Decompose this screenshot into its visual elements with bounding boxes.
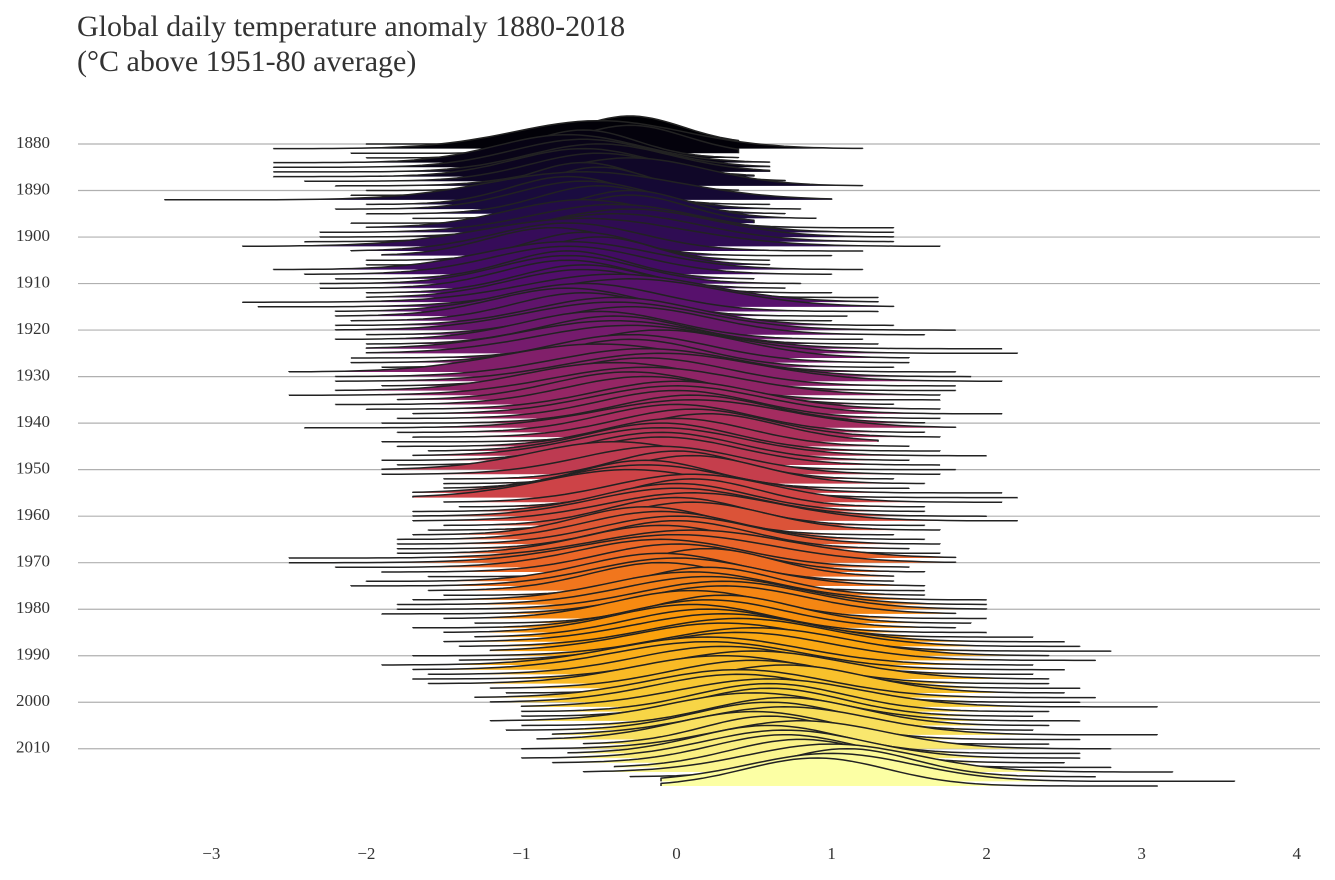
y-tick-label: 1970 (16, 552, 50, 571)
chart-subtitle: (°C above 1951-80 average) (77, 45, 416, 78)
y-tick-label: 1990 (16, 645, 50, 664)
y-tick-label: 1900 (16, 226, 50, 245)
x-tick-label: −2 (357, 844, 375, 863)
y-tick-label: 1940 (16, 412, 50, 431)
x-tick-label: 0 (672, 844, 681, 863)
y-tick-label: 1920 (16, 319, 50, 338)
y-tick-label: 1960 (16, 505, 50, 524)
x-tick-label: 3 (1137, 844, 1146, 863)
y-tick-label: 1910 (16, 272, 50, 291)
y-tick-label: 2010 (16, 738, 50, 757)
x-tick-label: −1 (512, 844, 530, 863)
y-tick-label: 1950 (16, 459, 50, 478)
y-tick-label: 1980 (16, 598, 50, 617)
ridge (660, 757, 1158, 787)
y-tick-label: 1880 (16, 133, 50, 152)
y-tick-label: 1930 (16, 366, 50, 385)
x-tick-label: 2 (982, 844, 991, 863)
chart-title: Global daily temperature anomaly 1880-20… (77, 10, 625, 43)
ridge (164, 171, 833, 201)
x-tick-label: 1 (827, 844, 836, 863)
y-tick-label: 2000 (16, 691, 50, 710)
ridges (164, 115, 1236, 787)
x-tick-label: 4 (1292, 844, 1301, 863)
x-tick-label: −3 (202, 844, 220, 863)
y-tick-label: 1890 (16, 179, 50, 198)
